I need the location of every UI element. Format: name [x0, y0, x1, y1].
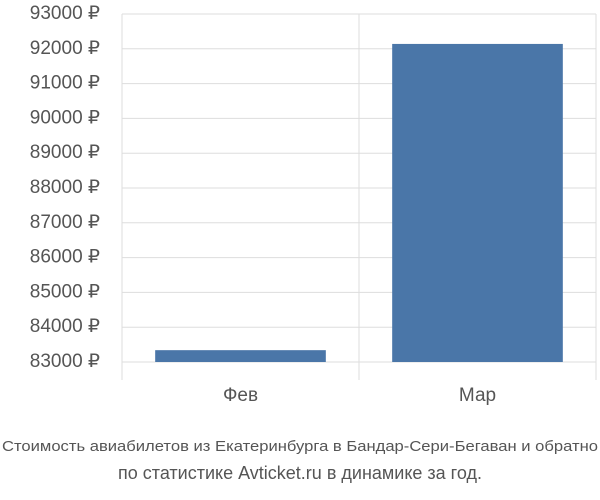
y-tick-label: 92000 ₽	[30, 38, 100, 59]
y-tick-label: 84000 ₽	[30, 316, 100, 337]
y-tick-label: 89000 ₽	[30, 142, 100, 163]
chart-subtitle: по статистике Avticket.ru в динамике за …	[118, 463, 482, 483]
y-tick-label: 83000 ₽	[30, 351, 100, 372]
y-tick-label: 91000 ₽	[30, 73, 100, 94]
y-tick-label: 88000 ₽	[30, 177, 100, 198]
x-tick-label: Фев	[223, 385, 258, 406]
x-tick-label: Мар	[459, 385, 496, 406]
y-tick-label: 90000 ₽	[30, 107, 100, 128]
y-tick-label: 93000 ₽	[30, 3, 100, 24]
y-tick-label: 87000 ₽	[30, 212, 100, 233]
bar	[392, 43, 563, 362]
y-tick-label: 86000 ₽	[30, 247, 100, 268]
bar	[155, 350, 326, 362]
chart-title: Стоимость авиабилетов из Екатеринбурга в…	[2, 438, 598, 455]
y-tick-label: 85000 ₽	[30, 281, 100, 302]
